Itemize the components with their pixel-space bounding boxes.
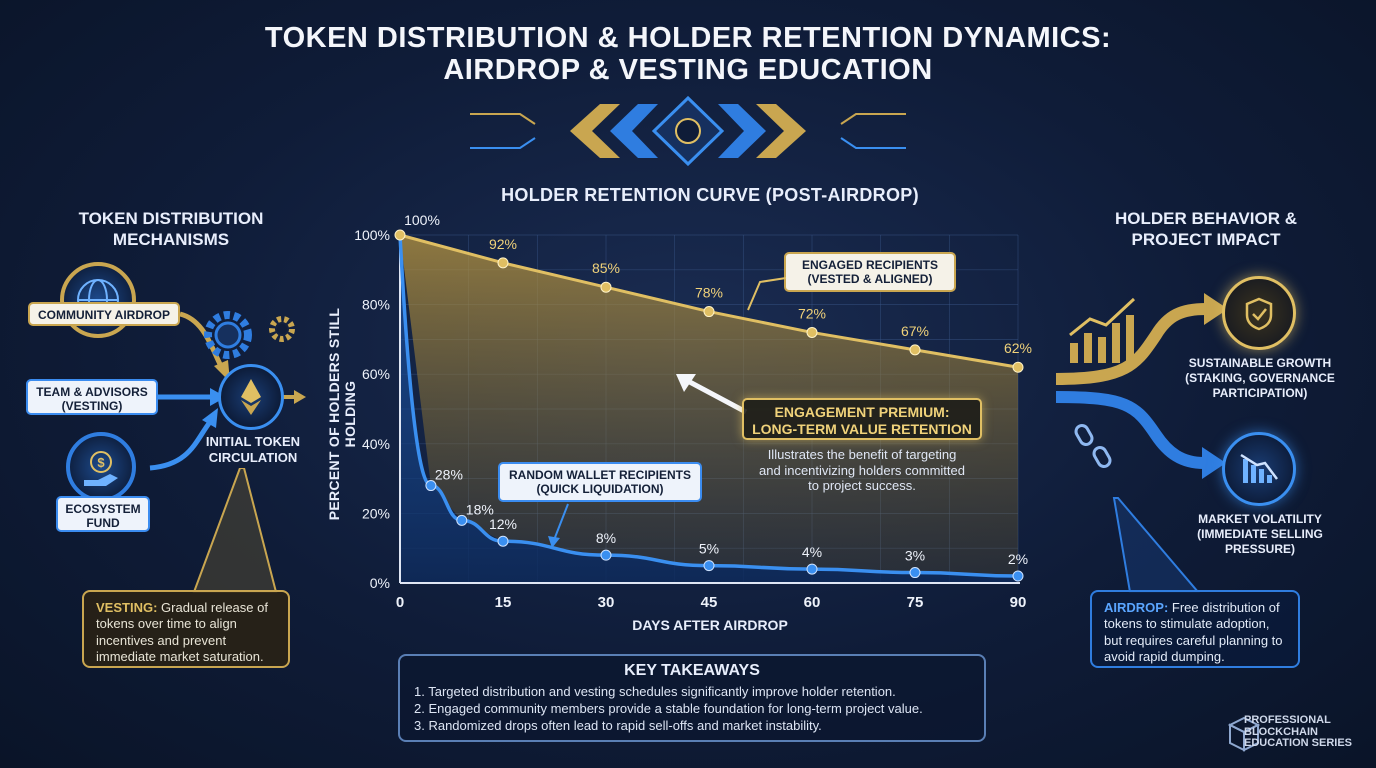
x-tick-label: 0: [396, 594, 404, 611]
random-data-label: 12%: [489, 516, 517, 532]
x-tick-label: 75: [907, 594, 924, 611]
declining-chart-icon: [1222, 432, 1296, 506]
random-data-point: [456, 514, 468, 526]
x-tick-label: 60: [804, 594, 821, 611]
market-volatility-label: MARKET VOLATILITY (IMMEDIATE SELLING PRE…: [1197, 512, 1323, 556]
vesting-term: VESTING:: [96, 600, 158, 615]
random-data-point: [600, 549, 612, 561]
y-tick-label: 20%: [362, 505, 390, 521]
x-tick-label: 45: [701, 594, 718, 611]
impact-flow-arrows: [1056, 293, 1228, 479]
community-airdrop-label: COMMUNITY AIRDROP: [28, 302, 180, 326]
title-line-1: TOKEN DISTRIBUTION & HOLDER RETENTION DY…: [264, 22, 1112, 54]
y-tick-label: 0%: [370, 575, 390, 591]
random-data-label: 3%: [905, 548, 925, 564]
y-tick-label: 80%: [362, 297, 390, 313]
engaged-data-label: 85%: [592, 260, 620, 276]
brand-text: PROFESSIONAL BLOCKCHAIN EDUCATION SERIES: [1244, 714, 1352, 750]
y-tick-label: 60%: [362, 366, 390, 382]
x-tick-label: 90: [1010, 594, 1027, 611]
random-data-point: [806, 563, 818, 575]
y-axis-label: PERCENT OF HOLDERS STILL HOLDING: [326, 307, 358, 521]
random-series-label: RANDOM WALLET RECIPIENTS (QUICK LIQUIDAT…: [498, 462, 702, 502]
engaged-label-pointer: [747, 277, 787, 311]
engaged-data-label: 92%: [489, 236, 517, 252]
engaged-data-label: 78%: [695, 285, 723, 301]
dollar-coin-icon: $: [84, 451, 118, 486]
random-data-label: 18%: [466, 501, 494, 517]
cube-logo-icon: [1228, 716, 1260, 752]
vesting-note: VESTING: Gradual release of tokens over …: [82, 590, 290, 668]
engaged-data-point: [600, 281, 612, 293]
airdrop-description: Free distribution of tokens to stimulate…: [1104, 600, 1283, 664]
random-data-point: [909, 567, 921, 579]
y-tick-label: 40%: [362, 436, 390, 452]
takeaway-item: 2. Engaged community members provide a s…: [414, 701, 923, 717]
title-line-2: AIRDROP & VESTING EDUCATION: [443, 54, 933, 87]
random-label-pointer: [548, 503, 569, 548]
x-tick-label: 15: [495, 594, 512, 611]
sustainable-growth-label: SUSTAINABLE GROWTH (STAKING, GOVERNANCE …: [1185, 356, 1335, 400]
y-tick-label: 100%: [354, 227, 390, 243]
airdrop-callout-pointer: [1112, 497, 1200, 593]
engaged-data-label: 67%: [901, 323, 929, 339]
vesting-callout-pointer: [192, 468, 278, 593]
engaged-data-point: [497, 257, 509, 269]
team-advisors-label: TEAM & ADVISORS (VESTING): [26, 379, 158, 415]
right-section-heading: HOLDER BEHAVIOR & PROJECT IMPACT: [1115, 209, 1297, 250]
annotation-arrow-icon: [676, 374, 748, 415]
svg-text:$: $: [97, 455, 105, 470]
page-title: TOKEN DISTRIBUTION & HOLDER RETENTION DY…: [0, 22, 1376, 87]
airdrop-note: AIRDROP: Free distribution of tokens to …: [1090, 590, 1300, 668]
broken-chain-icon: [1074, 424, 1112, 468]
down-trend-icon: [1240, 453, 1278, 483]
takeaway-item: 3. Randomized drops often lead to rapid …: [414, 718, 822, 734]
ecosystem-fund-label: ECOSYSTEM FUND: [56, 496, 150, 532]
airdrop-term: AIRDROP:: [1104, 600, 1169, 615]
engaged-series-label: ENGAGED RECIPIENTS (VESTED & ALIGNED): [784, 252, 956, 292]
key-takeaways-title: KEY TAKEAWAYS: [624, 662, 760, 679]
vesting-description: Gradual release of tokens over time to a…: [96, 600, 268, 664]
engaged-data-point: [703, 306, 715, 318]
gear-icon: [204, 311, 295, 359]
engaged-data-point: [806, 326, 818, 338]
random-data-point: [703, 560, 715, 572]
chart-title: HOLDER RETENTION CURVE (POST-AIRDROP): [501, 185, 919, 205]
random-data-label: 4%: [802, 544, 822, 560]
engaged-data-point: [909, 344, 921, 356]
key-takeaways-panel: KEY TAKEAWAYS 1. Targeted distribution a…: [398, 654, 986, 742]
takeaway-item: 1. Targeted distribution and vesting sch…: [414, 684, 896, 699]
engaged-data-label: 100%: [404, 212, 440, 228]
random-data-label: 2%: [1008, 551, 1028, 567]
shield-icon: [1245, 297, 1273, 331]
token-coin-icon: [218, 364, 284, 430]
random-data-label: 28%: [435, 467, 463, 483]
engagement-premium-box: ENGAGEMENT PREMIUM: LONG-TERM VALUE RETE…: [742, 398, 982, 440]
fund-hand-coin-icon: $: [66, 432, 136, 502]
shield-network-icon: [1222, 276, 1296, 350]
x-tick-label: 30: [598, 594, 615, 611]
random-data-label: 5%: [699, 541, 719, 557]
engaged-data-label: 72%: [798, 305, 826, 321]
chevron-emblem-icon: [320, 96, 1056, 166]
random-data-label: 8%: [596, 530, 616, 546]
random-data-point: [497, 535, 509, 547]
x-axis-label: DAYS AFTER AIRDROP: [632, 617, 788, 633]
engagement-premium-description: Illustrates the benefit of targeting and…: [759, 447, 965, 494]
ethereum-diamond-icon: [241, 379, 261, 415]
globe-icon: [60, 262, 136, 338]
random-data-point: [1012, 570, 1024, 582]
random-data-point: [425, 480, 437, 492]
engaged-data-point: [1012, 361, 1024, 373]
engaged-data-point: [394, 229, 406, 241]
random-area: [400, 235, 1018, 583]
initial-circulation-label: INITIAL TOKEN CIRCULATION: [205, 434, 301, 465]
engaged-data-label: 62%: [1004, 340, 1032, 356]
left-section-heading: TOKEN DISTRIBUTION MECHANISMS: [78, 209, 264, 250]
